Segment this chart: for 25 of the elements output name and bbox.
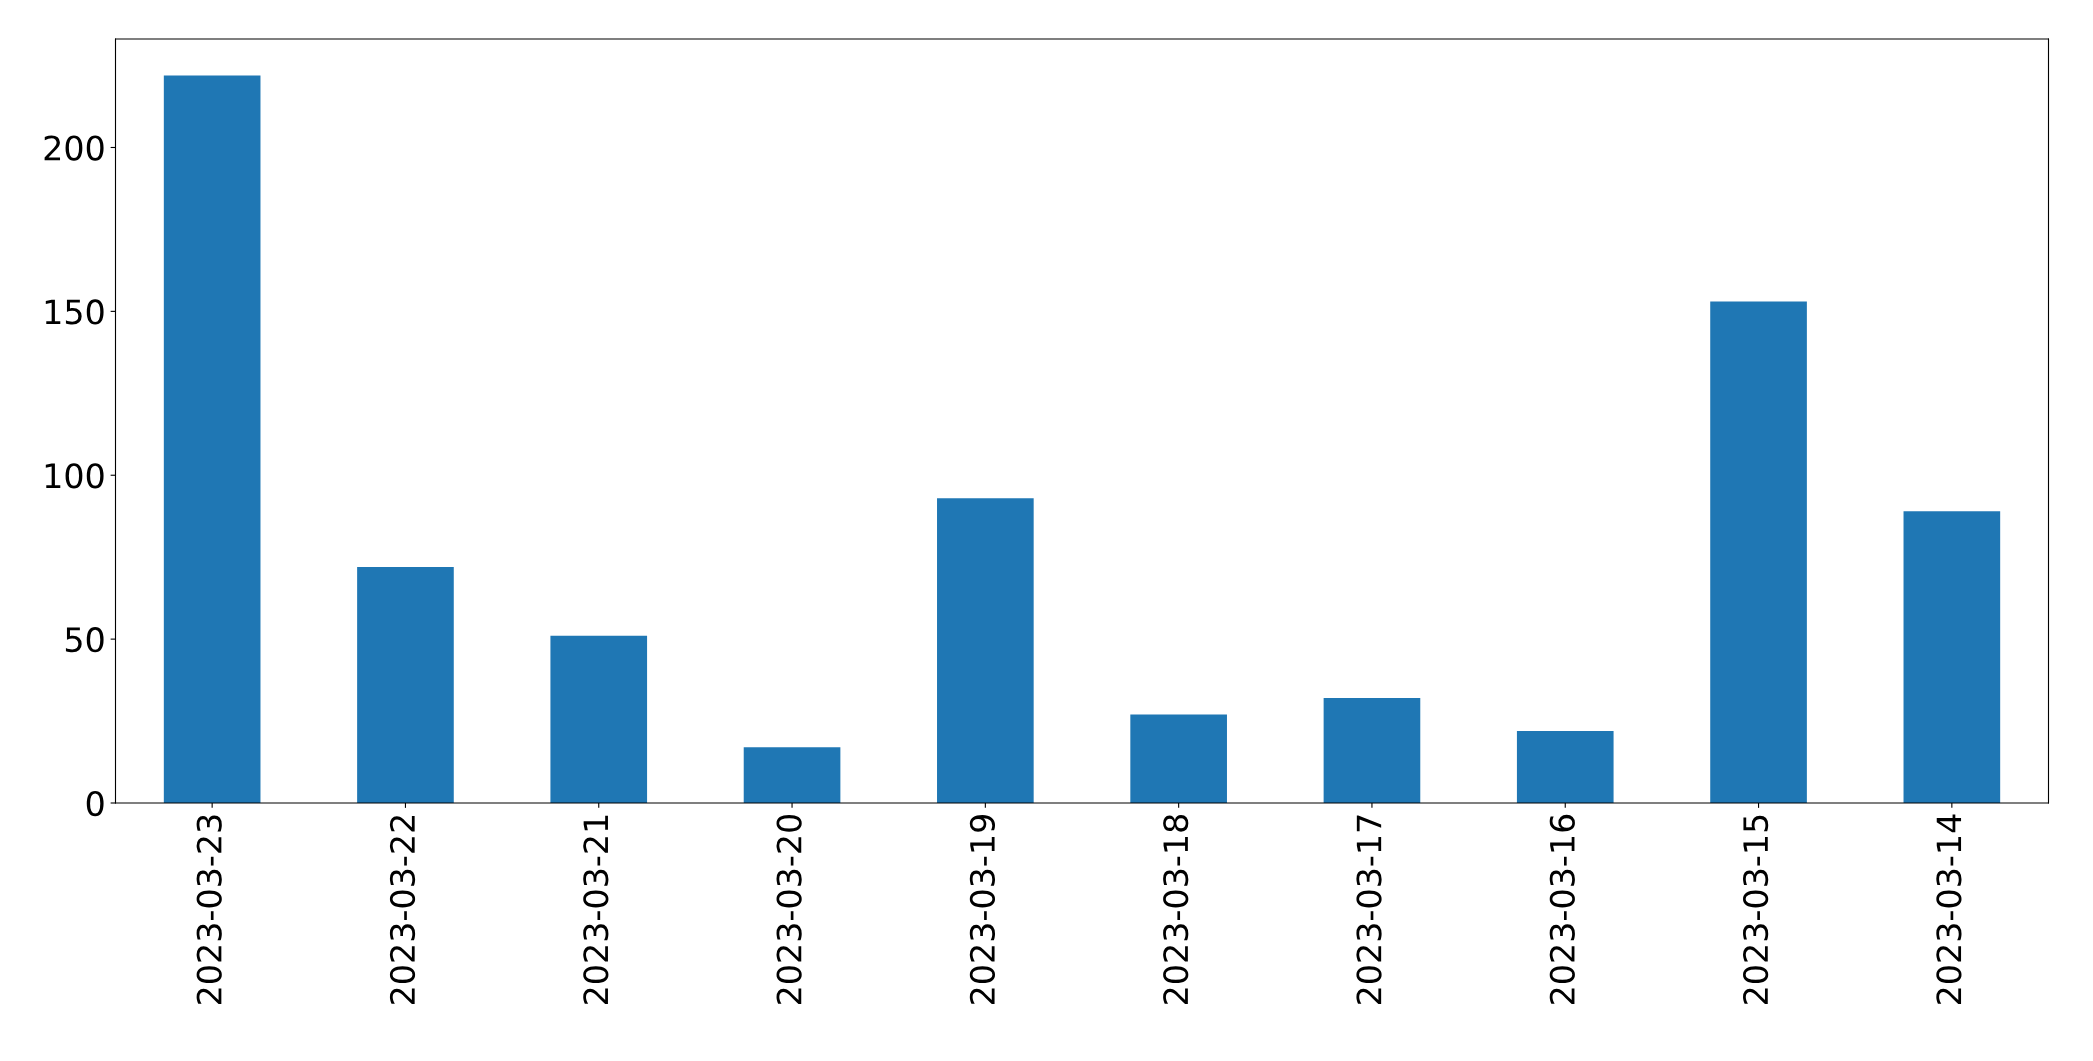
bar — [1516, 730, 1614, 803]
bar — [1903, 511, 2001, 803]
x-tick-label: 2023-03-21 — [583, 815, 609, 1004]
x-tick-label: 2023-03-18 — [1163, 815, 1189, 1004]
x-tick-label: 2023-03-22 — [389, 816, 416, 1004]
y-tick-label: 50 — [65, 627, 104, 653]
x-tick-label: 2023-03-20 — [776, 814, 802, 1004]
y-tick-label: 200 — [44, 135, 104, 161]
bar — [1130, 714, 1227, 803]
bar — [1710, 301, 1807, 803]
bar — [937, 498, 1034, 803]
bar — [1323, 698, 1421, 803]
bar — [550, 635, 648, 803]
bar — [163, 75, 261, 803]
x-tick-label: 2023-03-16 — [1549, 814, 1575, 1004]
bar — [743, 747, 841, 803]
y-tick-label: 100 — [45, 463, 104, 489]
x-tick-label: 2023-03-23 — [196, 815, 222, 1004]
x-tick-label: 2023-03-15 — [1743, 815, 1769, 1004]
x-tick-label: 2023-03-14 — [1936, 814, 1962, 1004]
bar — [357, 567, 454, 803]
x-tick-label: 2023-03-17 — [1356, 815, 1382, 1004]
x-tick-label: 2023-03-19 — [969, 815, 996, 1004]
y-tick-label: 150 — [45, 299, 104, 325]
y-tick-label: 0 — [86, 790, 104, 817]
